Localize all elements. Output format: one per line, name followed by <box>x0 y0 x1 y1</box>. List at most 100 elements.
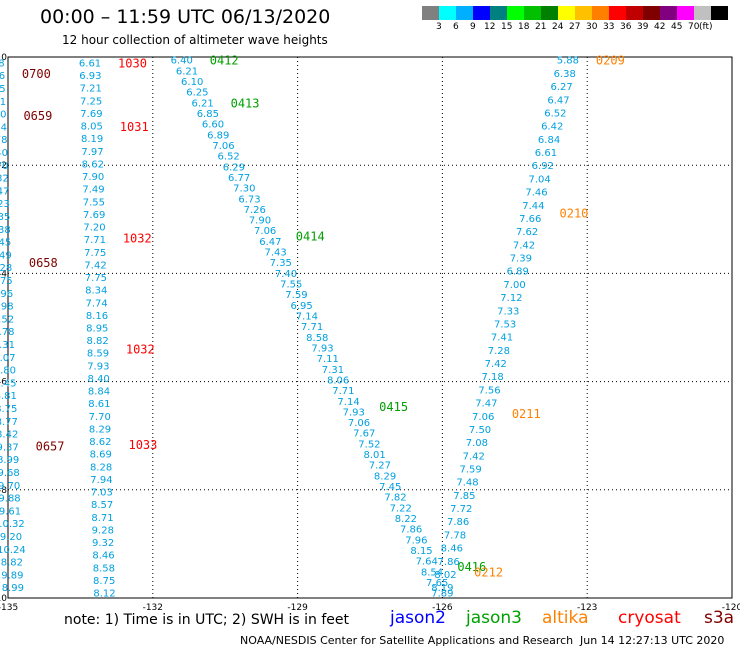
wave-height-value: 6.21 <box>191 98 213 109</box>
wave-height-value: 7.32 <box>0 174 9 185</box>
scale-label: (ft) <box>699 22 713 32</box>
wave-height-value: 7.50 <box>469 425 491 436</box>
pass-time-label: 0415 <box>379 400 408 414</box>
scale-label: 30 <box>586 22 598 32</box>
wave-height-value: 8.19 <box>431 583 453 594</box>
wave-height-value: 7.55 <box>280 280 302 291</box>
scale-label: 24 <box>552 22 564 32</box>
wave-height-value: 9.37 <box>0 442 19 453</box>
wave-height-value: 8.45 <box>0 378 16 389</box>
scale-label: 18 <box>518 22 530 32</box>
y-tick-label: -4 <box>0 269 7 279</box>
wave-height-value: 7.59 <box>460 464 482 475</box>
wave-height-value: 7.64 <box>416 557 438 568</box>
wave-height-value: 6.47 <box>259 237 281 248</box>
scale-swatch <box>711 6 728 20</box>
scale-label: 21 <box>535 22 547 32</box>
wave-height-value: 6.70 <box>0 161 8 172</box>
wave-height-value: 7.14 <box>337 397 359 408</box>
pass-time-label: 0658 <box>29 256 58 270</box>
wave-height-value: 6.35 <box>0 212 10 223</box>
wave-height-value: 9.20 <box>0 532 22 543</box>
wave-height-value: 6.21 <box>176 66 198 77</box>
scale-swatch <box>490 6 507 20</box>
wave-height-value: 7.62 <box>516 227 538 238</box>
wave-height-value: 8.12 <box>93 589 115 600</box>
wave-height-value: 6.52 <box>544 108 566 119</box>
wave-height-value: 9.70 <box>0 481 20 492</box>
wave-height-value: 7.08 <box>466 438 488 449</box>
pass-time-label: 1032 <box>123 231 152 245</box>
wave-height-value: 7.97 <box>81 147 103 158</box>
wave-height-value: 9.32 <box>92 538 114 549</box>
pass-time-label: 0416 <box>457 560 486 574</box>
wave-height-value: 8.02 <box>434 570 456 581</box>
pass-time-label: 1031 <box>120 120 149 134</box>
note-text: note: 1) Time is in UTC; 2) SWH is in fe… <box>64 612 350 628</box>
wave-height-value: 6.84 <box>538 135 560 146</box>
wave-height-value: 8.46 <box>441 544 463 555</box>
wave-height-value: 7.71 <box>84 235 106 246</box>
pass-time-label: 0209 <box>596 54 625 68</box>
wave-height-value: 7.49 <box>0 250 12 261</box>
scale-swatch <box>694 6 711 20</box>
y-tick-label: -8 <box>0 486 7 496</box>
map-subtitle: 12 hour collection of altimeter wave hei… <box>62 33 328 47</box>
wave-height-value: 7.12 <box>500 293 522 304</box>
x-tick-label: -123 <box>577 603 597 613</box>
wave-height-value: 8.84 <box>88 387 110 398</box>
wave-height-value: 7.06 <box>254 226 276 237</box>
wave-height-value: 7.78 <box>444 530 466 541</box>
wave-height-value: 7.89 <box>431 589 453 600</box>
wave-height-value: 8.06 <box>327 375 349 386</box>
wave-height-value: 7.45 <box>379 482 401 493</box>
scale-swatch <box>558 6 575 20</box>
legend-cryosat: cryosat <box>618 608 681 628</box>
wave-height-value: 8.34 <box>85 286 107 297</box>
scale-label: 9 <box>470 22 476 32</box>
wave-height-value: 7.06 <box>472 412 494 423</box>
wave-height-value: 8.58 <box>93 563 115 574</box>
wave-height-value: 8.58 <box>306 333 328 344</box>
y-tick-label: 0 <box>1 53 7 63</box>
wave-height-value: 7.94 <box>90 475 112 486</box>
wave-height-value: 7.85 <box>453 491 475 502</box>
wave-height-value: 8.95 <box>86 324 108 335</box>
wave-height-value: 6.78 <box>0 58 5 69</box>
legend-s3a: s3a <box>704 608 735 628</box>
wave-height-value: 8.59 <box>87 349 109 360</box>
wave-height-value: 7.30 <box>233 184 255 195</box>
scale-label: 36 <box>620 22 632 32</box>
wave-height-value: 6.28 <box>0 263 12 274</box>
wave-height-value: 10.24 <box>0 545 26 556</box>
wave-height-value: 6.89 <box>207 130 229 141</box>
wave-height-value: 9.88 <box>0 494 21 505</box>
wave-height-value: 8.99 <box>0 455 19 466</box>
scale-label: 3 <box>436 22 442 32</box>
wave-height-value: 7.14 <box>296 311 318 322</box>
wave-height-value: 7.27 <box>369 461 391 472</box>
scale-swatch <box>643 6 660 20</box>
scale-swatch <box>439 6 456 20</box>
wave-height-value: 7.31 <box>0 340 15 351</box>
wave-height-value: 6.27 <box>550 82 572 93</box>
scale-swatch <box>626 6 643 20</box>
wave-height-value: 7.75 <box>84 248 106 259</box>
wave-height-value: 8.40 <box>88 374 110 385</box>
wave-height-value: 6.78 <box>0 135 7 146</box>
wave-height-value: 7.55 <box>83 197 105 208</box>
scale-swatch <box>473 6 490 20</box>
scale-swatch <box>660 6 677 20</box>
wave-height-value: 6.85 <box>197 109 219 120</box>
wave-height-value: 6.40 <box>171 56 193 67</box>
scale-label: 15 <box>501 22 513 32</box>
wave-height-value: 7.86 <box>400 525 422 536</box>
wave-height-value: 7.14 <box>0 122 7 133</box>
pass-time-label: 0412 <box>210 54 239 68</box>
y-tick-label: -2 <box>0 161 7 171</box>
wave-height-value: 7.53 <box>494 319 516 330</box>
wave-height-value: 7.21 <box>80 84 102 95</box>
y-tick-label: -10 <box>0 594 7 604</box>
wave-height-value: 6.47 <box>547 95 569 106</box>
